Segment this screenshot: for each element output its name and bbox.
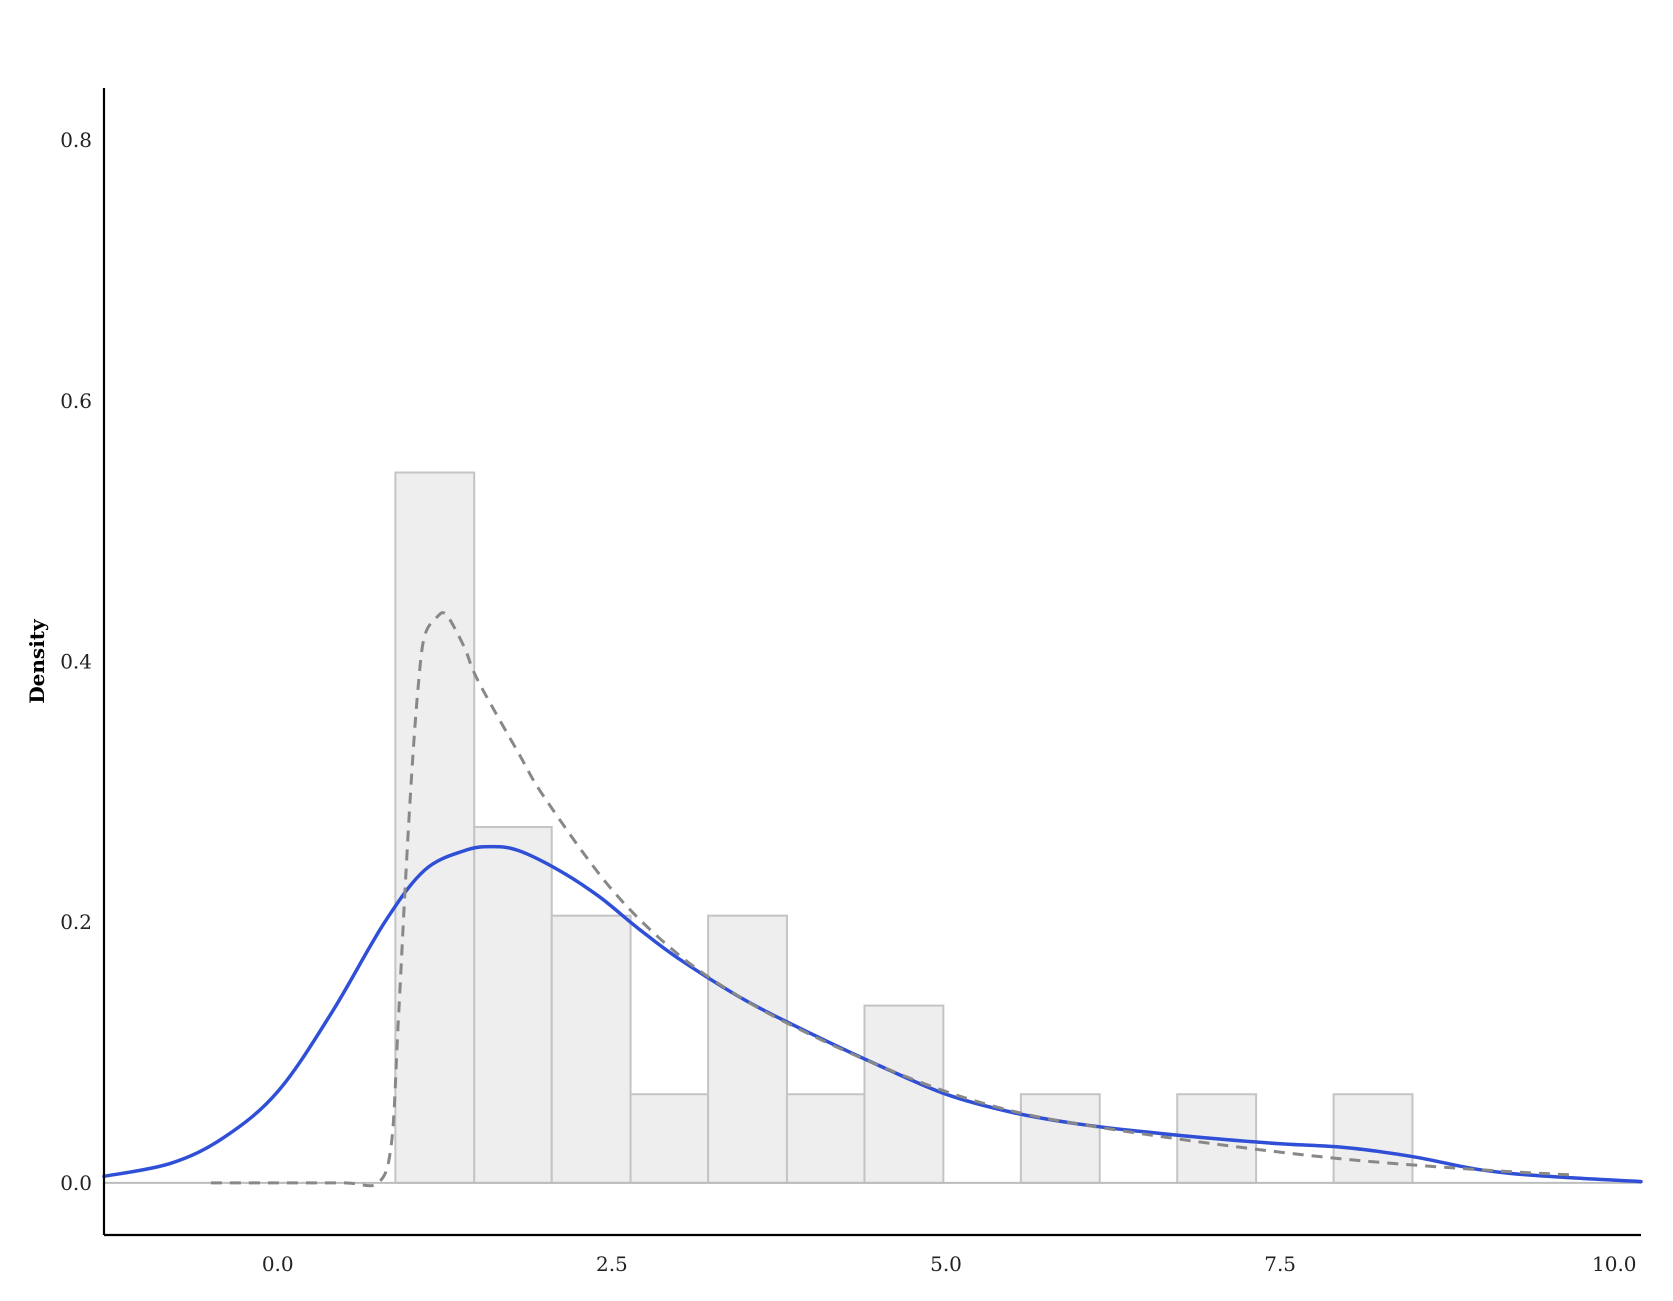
y-axis-ticks: 0.0 0.2 0.4 0.6 0.8 bbox=[60, 128, 92, 1195]
y-tick-label: 0.4 bbox=[60, 650, 92, 674]
x-tick-label: 2.5 bbox=[596, 1252, 628, 1276]
x-tick-label: 0.0 bbox=[262, 1252, 294, 1276]
histogram-bar-1 bbox=[473, 826, 553, 1184]
histogram-bar-6 bbox=[863, 1004, 945, 1184]
histogram-bars bbox=[394, 471, 1414, 1184]
y-tick-label: 0.6 bbox=[60, 389, 92, 413]
y-tick-label: 0.0 bbox=[60, 1171, 92, 1195]
y-tick-label: 0.2 bbox=[60, 910, 92, 934]
histogram-bar-4 bbox=[707, 914, 788, 1184]
histogram-bar-5 bbox=[785, 1093, 866, 1184]
histogram-bar-8 bbox=[1019, 1093, 1101, 1184]
histogram-bar-0 bbox=[394, 471, 476, 1184]
histogram-bar-12 bbox=[1332, 1093, 1414, 1184]
histogram-bar-3 bbox=[629, 1093, 710, 1184]
x-tick-label: 10.0 bbox=[1592, 1252, 1637, 1276]
x-tick-label: 5.0 bbox=[930, 1252, 962, 1276]
histogram-bar-2 bbox=[550, 914, 632, 1184]
y-axis-title: Density bbox=[25, 618, 49, 704]
x-axis-ticks: 0.0 2.5 5.0 7.5 10.0 bbox=[262, 1252, 1637, 1276]
x-tick-label: 7.5 bbox=[1264, 1252, 1296, 1276]
fitted-distribution-curve bbox=[210, 611, 1575, 1188]
y-tick-label: 0.8 bbox=[60, 128, 92, 152]
